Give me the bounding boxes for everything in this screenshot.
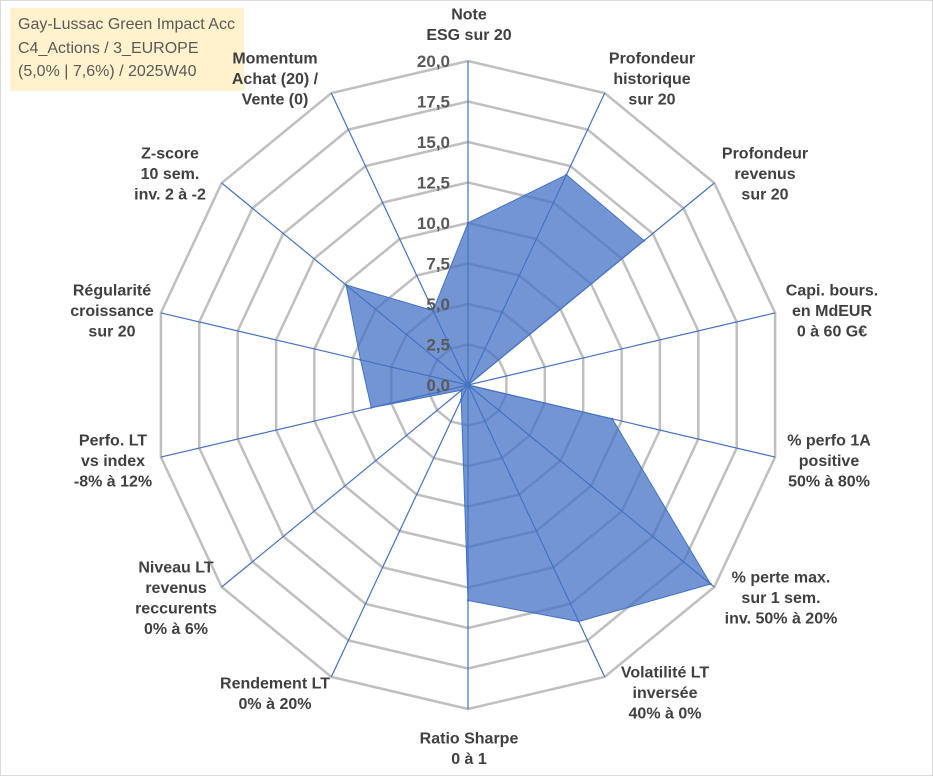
data-point xyxy=(431,309,435,312)
axis-label-line: sur 1 sem. xyxy=(741,590,820,607)
axis-label-line: revenus xyxy=(734,166,795,183)
tick-label: 17,5 xyxy=(417,93,450,112)
axis-label: Niveau LT revenus reccurents 0% à 6% xyxy=(135,560,217,639)
axis-label-line: Capi. bours. xyxy=(786,283,878,300)
axis-label-line: Profondeur xyxy=(722,146,808,163)
axis-label-line: 10 sem. xyxy=(141,166,200,183)
axis-label-line: 50% à 80% xyxy=(788,474,870,491)
axis-label-line: sur 20 xyxy=(88,324,135,341)
data-point xyxy=(611,417,614,421)
tick-label: 2,5 xyxy=(426,336,450,355)
axis-label: Z-score 10 sem. inv. 2 à -2 xyxy=(134,146,206,204)
tick-label: 10,0 xyxy=(417,214,450,233)
axis-label-line: ESG sur 20 xyxy=(426,27,511,44)
axis-label-line: Achat (20) / xyxy=(232,71,319,88)
axis-label-line: 0% à 6% xyxy=(144,621,208,638)
axis-label-line: vs index xyxy=(81,453,145,470)
axis-label-line: croissance xyxy=(70,303,154,320)
tick-label: 20,0 xyxy=(417,52,450,71)
axis-label-line: Niveau LT xyxy=(138,560,214,577)
axis-label-line: Z-score xyxy=(141,146,199,163)
chart-title: Gay-Lussac Green Impact Acc xyxy=(18,16,235,33)
tick-label: 5,0 xyxy=(426,295,450,314)
axis-label-line: inv. 2 à -2 xyxy=(134,187,206,204)
axis-label-line: Rendement LT xyxy=(220,676,330,693)
axis-label-line: Note xyxy=(451,7,487,24)
data-point xyxy=(370,406,373,409)
data-point xyxy=(577,620,580,623)
chart-subtitle-line: (5,0% | 7,6%) / 2025W40 xyxy=(18,63,197,80)
axis-label-line: Volatilité LT xyxy=(621,665,710,682)
axis-label-line: 0 à 1 xyxy=(451,751,487,768)
axis-label-line: Momentum xyxy=(232,51,317,68)
axis-label-line: inversée xyxy=(633,685,698,702)
data-point xyxy=(460,388,463,392)
data-point xyxy=(466,383,470,387)
title-box: Gay-Lussac Green Impact Acc C4_Actions /… xyxy=(10,8,244,91)
axis-label-line: revenus xyxy=(145,580,206,597)
data-point xyxy=(460,398,463,401)
axis-label-line: 0 à 60 G€ xyxy=(797,324,867,341)
axis-label-line: Perfo. LT xyxy=(79,433,147,450)
data-point xyxy=(359,358,362,361)
axis-label: % perfo 1A positive 50% à 80% xyxy=(787,433,871,491)
axis-label: % perte max. sur 1 sem. inv. 50% à 20% xyxy=(725,570,838,628)
axis-label-line: sur 20 xyxy=(741,187,788,204)
axis-label-line: 40% à 0% xyxy=(629,706,702,723)
axis-spoke xyxy=(467,312,776,386)
data-point xyxy=(344,283,348,287)
data-point xyxy=(642,239,646,242)
axis-spoke xyxy=(221,384,469,588)
axis-label: Rendement LT 0% à 20% xyxy=(220,676,330,714)
axis-label: Régularité croissance sur 20 xyxy=(70,283,154,341)
tick-label: 0,0 xyxy=(426,376,450,395)
axis-label-line: Vente (0) xyxy=(242,92,309,109)
axis-label-line: inv. 50% à 20% xyxy=(725,611,838,628)
axis-label: Note ESG sur 20 xyxy=(426,7,511,45)
series-layer xyxy=(344,173,712,623)
axis-label-line: 0% à 20% xyxy=(239,696,312,713)
axis-label-line: -8% à 12% xyxy=(74,474,152,491)
tick-label: 15,0 xyxy=(417,133,450,152)
tick-label: 12,5 xyxy=(417,174,450,193)
axis-label: Momentum Achat (20) / Vente (0) xyxy=(232,51,319,109)
axis-label: Profondeur historique sur 20 xyxy=(609,51,695,109)
axis-label: Capi. bours. en MdEUR 0 à 60 G€ xyxy=(786,283,878,341)
axis-label-line: en MdEUR xyxy=(792,303,872,320)
axis-label: Perfo. LT vs index -8% à 12% xyxy=(74,433,152,491)
axis-label-line: sur 20 xyxy=(628,92,675,109)
axis-label-line: positive xyxy=(799,453,860,470)
axis-label-line: Ratio Sharpe xyxy=(420,731,519,748)
axis-spoke xyxy=(330,384,469,678)
axis-label-line: Profondeur xyxy=(609,51,695,68)
data-point xyxy=(466,221,470,225)
category-labels: Note ESG sur 20 Profondeur historique sur 20… xyxy=(70,7,878,769)
axis-label-line: historique xyxy=(613,71,690,88)
axis-label-line: Régularité xyxy=(73,283,151,300)
tick-label: 7,5 xyxy=(426,255,450,274)
axis-label-line: % perte max. xyxy=(732,570,831,587)
data-point xyxy=(466,599,470,602)
axis-label-line: reccurents xyxy=(135,601,217,618)
data-point xyxy=(565,173,568,176)
value-axis-labels: 0,0 2,5 5,0 7,5 10,0 12,5 15,0 17,5 20,0 xyxy=(417,52,450,395)
axis-label-line: % perfo 1A xyxy=(787,433,871,450)
axis-label: Profondeur revenus sur 20 xyxy=(722,146,808,204)
data-point xyxy=(709,582,712,586)
chart-subtitle-line: C4_Actions / 3_EUROPE xyxy=(18,39,199,57)
axis-label: Ratio Sharpe 0 à 1 xyxy=(420,731,519,769)
axis-label: Volatilité LT inversée 40% à 0% xyxy=(621,665,710,723)
